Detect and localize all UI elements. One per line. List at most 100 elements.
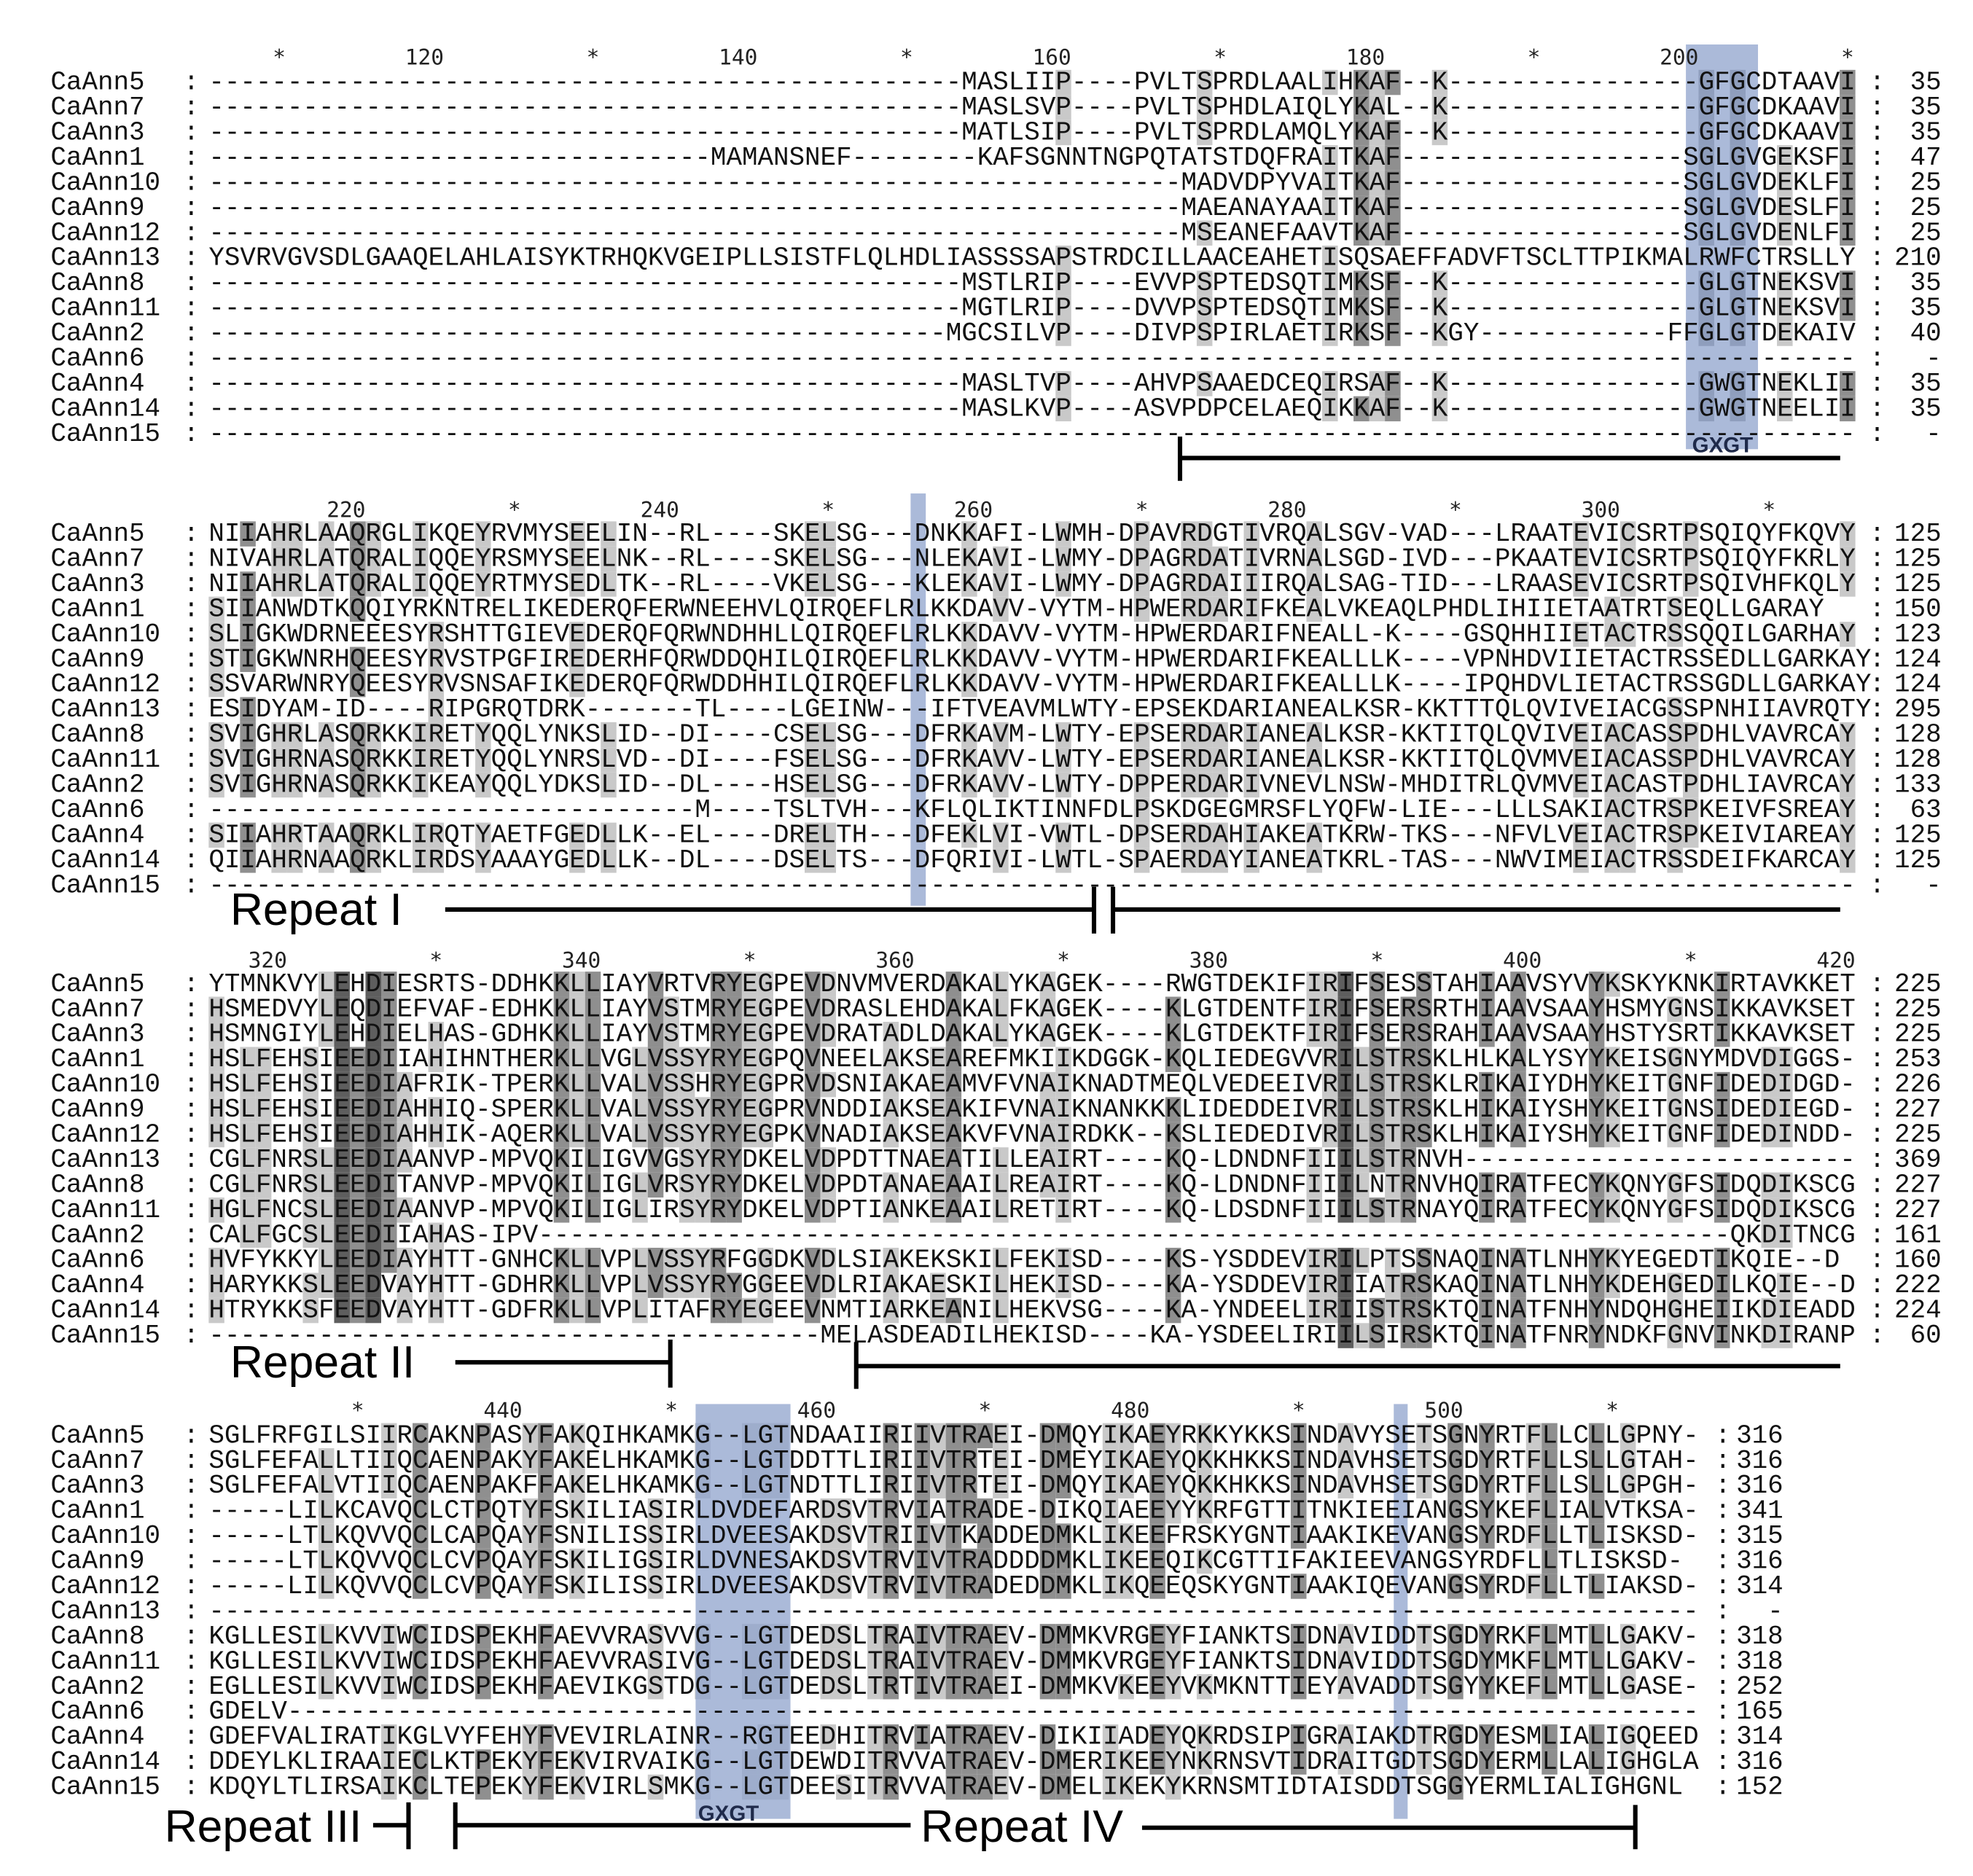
conservation-shade bbox=[1196, 596, 1213, 622]
sequence-name: CaAnn9 bbox=[50, 1095, 144, 1125]
conservation-shade bbox=[475, 1498, 491, 1524]
sequence-name: CaAnn2 bbox=[50, 1672, 144, 1702]
sequence-name: CaAnn4 bbox=[50, 1722, 144, 1752]
conservation-shade bbox=[1714, 1071, 1730, 1098]
conservation-shade bbox=[977, 1774, 993, 1800]
conservation-shade bbox=[1055, 848, 1071, 873]
conservation-shade bbox=[1761, 1097, 1778, 1122]
conservation-shade bbox=[836, 1574, 852, 1599]
conservation-shade bbox=[381, 972, 397, 997]
conservation-shade bbox=[334, 1047, 350, 1072]
sequence: --------------------------------MAMANSNE… bbox=[208, 143, 1856, 173]
conservation-shade bbox=[1588, 1624, 1605, 1649]
conservation-shade bbox=[993, 1749, 1009, 1775]
repeat-label: Repeat I bbox=[230, 884, 402, 935]
conservation-shade bbox=[1055, 1448, 1071, 1474]
conservation-shade bbox=[993, 1147, 1009, 1173]
conservation-shade bbox=[1196, 120, 1213, 146]
conservation-shade bbox=[365, 571, 382, 597]
conservation-shade bbox=[522, 1749, 539, 1775]
sequence: ----------------------------------------… bbox=[208, 68, 1856, 98]
conservation-shade bbox=[569, 1774, 585, 1800]
sequence-name: CaAnn15 bbox=[50, 419, 160, 449]
residue-count: 210 bbox=[1894, 243, 1942, 273]
conservation-shade bbox=[1055, 521, 1071, 547]
conservation-shade bbox=[804, 822, 821, 848]
sequence-name: CaAnn8 bbox=[50, 1170, 144, 1200]
conservation-shade bbox=[914, 1523, 931, 1549]
conservation-shade bbox=[569, 571, 585, 597]
conservation-shade bbox=[538, 1624, 554, 1649]
separator: : bbox=[184, 1195, 200, 1225]
conservation-shade bbox=[1667, 822, 1683, 848]
conservation-shade bbox=[883, 1523, 899, 1549]
separator: : bbox=[1870, 845, 1886, 875]
conservation-shade bbox=[334, 1022, 350, 1047]
conservation-shade bbox=[1353, 145, 1370, 171]
sequence-name: CaAnn7 bbox=[50, 1446, 144, 1476]
conservation-shade bbox=[647, 1122, 664, 1148]
conservation-shade bbox=[1573, 571, 1589, 597]
conservation-shade bbox=[1165, 1624, 1181, 1649]
conservation-shade bbox=[302, 1122, 319, 1148]
conservation-shade bbox=[993, 1674, 1009, 1700]
sequence: KGLLESILKVVIWCIDSPEKHFAEVVRASIVG--LGTDED… bbox=[208, 1646, 1698, 1676]
sequence: HARYKKSLEEDVAYHTT-GDHRKLLVPLVSSYRYGGEEVD… bbox=[208, 1270, 1856, 1300]
conservation-shade bbox=[961, 1498, 977, 1524]
conservation-shade bbox=[318, 1674, 335, 1700]
conservation-shade bbox=[1525, 1624, 1542, 1649]
conservation-shade bbox=[1620, 1423, 1636, 1449]
conservation-shade bbox=[1306, 546, 1323, 572]
conservation-shade bbox=[993, 1297, 1009, 1324]
conservation-shade bbox=[1149, 1724, 1165, 1750]
conservation-shade bbox=[1055, 1574, 1071, 1599]
conservation-shade bbox=[1604, 1047, 1620, 1072]
conservation-shade bbox=[1761, 1047, 1778, 1072]
separator: : bbox=[184, 1070, 200, 1100]
conservation-shade bbox=[428, 697, 445, 722]
conservation-shade bbox=[538, 1724, 554, 1750]
separator: : bbox=[1870, 820, 1886, 850]
conservation-shade bbox=[1385, 69, 1401, 95]
residue-count: 316 bbox=[1736, 1420, 1783, 1450]
conservation-shade bbox=[318, 996, 335, 1023]
conservation-shade bbox=[632, 1172, 648, 1198]
ruler-label: * bbox=[1057, 947, 1070, 972]
conservation-shade bbox=[1431, 120, 1448, 146]
conservation-shade bbox=[1055, 571, 1071, 597]
conservation-shade bbox=[1212, 722, 1228, 748]
conservation-shade bbox=[413, 848, 429, 873]
conservation-shade bbox=[726, 1197, 742, 1223]
conservation-shade bbox=[569, 1273, 585, 1298]
conservation-shade bbox=[1840, 848, 1856, 873]
conservation-shade bbox=[1620, 1674, 1636, 1700]
conservation-shade bbox=[1542, 1548, 1558, 1574]
conservation-shade bbox=[349, 1071, 366, 1098]
conservation-shade bbox=[820, 772, 837, 798]
conservation-shade bbox=[914, 1548, 931, 1574]
conservation-shade bbox=[1588, 1172, 1605, 1198]
conservation-shade bbox=[1118, 1473, 1134, 1498]
separator: : bbox=[1870, 294, 1886, 324]
conservation-shade bbox=[1353, 1147, 1370, 1173]
conservation-shade bbox=[977, 1724, 993, 1750]
conservation-shade bbox=[1196, 722, 1213, 748]
repeat-label: Repeat III bbox=[165, 1801, 362, 1852]
conservation-shade bbox=[601, 772, 617, 798]
conservation-shade bbox=[945, 1147, 962, 1173]
conservation-shade bbox=[601, 747, 617, 773]
conservation-shade bbox=[1667, 1047, 1683, 1072]
conservation-shade bbox=[1667, 797, 1683, 823]
conservation-shade bbox=[1243, 521, 1259, 547]
conservation-shade bbox=[365, 521, 382, 547]
separator: : bbox=[1870, 1145, 1886, 1175]
conservation-shade bbox=[1055, 270, 1071, 296]
conservation-shade bbox=[208, 747, 224, 773]
conservation-shade bbox=[1447, 1749, 1464, 1775]
conservation-shade bbox=[836, 1523, 852, 1549]
conservation-shade bbox=[1353, 1097, 1370, 1122]
conservation-shade bbox=[522, 1724, 539, 1750]
residue-count: 123 bbox=[1894, 620, 1942, 649]
conservation-shade bbox=[1385, 1122, 1401, 1148]
